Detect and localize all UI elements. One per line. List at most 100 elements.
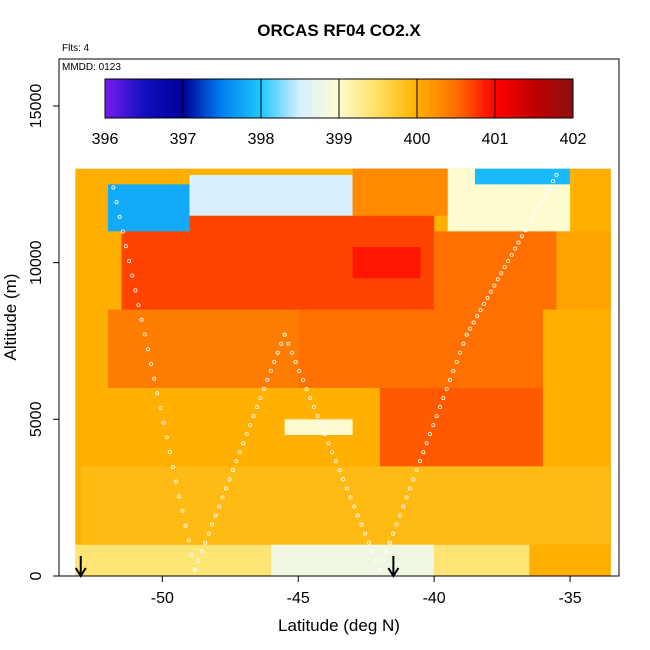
track-point	[344, 486, 349, 491]
track-point	[139, 317, 144, 322]
heatmap-cell	[434, 544, 530, 576]
track-point	[461, 341, 466, 346]
track-point	[251, 414, 256, 419]
track-point	[152, 376, 157, 381]
y-tick-label: 10000	[28, 240, 45, 285]
down-arrow-icon	[387, 556, 400, 578]
track-point	[434, 414, 439, 419]
x-tick-label: -45	[287, 590, 310, 607]
colorbar-tick-label: 399	[326, 131, 353, 148]
track-point	[387, 540, 392, 545]
colorbar-tick-label: 401	[482, 131, 509, 148]
track-point	[142, 332, 147, 337]
track-point	[448, 377, 453, 382]
track-point	[374, 558, 379, 563]
colorbar-tick-label: 400	[404, 131, 431, 148]
track-point	[258, 396, 263, 401]
track-point	[315, 414, 320, 419]
heatmap-cell	[474, 168, 571, 185]
track-point	[359, 522, 364, 527]
track-point	[297, 368, 302, 373]
track-point	[482, 302, 487, 307]
track-point	[533, 209, 538, 214]
track-point	[319, 423, 324, 428]
track-point	[516, 240, 521, 245]
arrow-head	[74, 567, 87, 578]
track-point	[114, 200, 119, 205]
track-point	[495, 277, 500, 282]
track-point	[183, 523, 188, 528]
track-point	[133, 288, 138, 293]
track-point	[248, 423, 253, 428]
track-point	[506, 258, 511, 263]
y-tick-label: 15000	[28, 84, 45, 129]
track-point	[237, 450, 242, 455]
track-point	[167, 450, 172, 455]
track-point	[499, 271, 504, 276]
track-point	[485, 295, 490, 300]
track-point	[213, 513, 218, 518]
track-point	[451, 368, 456, 373]
track-point	[272, 359, 277, 364]
track-point	[261, 386, 266, 391]
y-axis: 0 5000 10000 15000	[28, 84, 59, 580]
track-point	[530, 215, 535, 220]
track-point	[348, 495, 353, 500]
flight-track-layer	[111, 172, 559, 572]
track-point	[117, 214, 122, 219]
track-point	[189, 553, 194, 558]
colorbar-tick-label: 397	[170, 131, 197, 148]
marker-layer	[74, 556, 400, 578]
track-point	[111, 185, 116, 190]
track-point	[397, 513, 402, 518]
track-point	[199, 549, 204, 554]
heatmap-cell	[352, 247, 421, 279]
heatmap-cell	[352, 168, 448, 216]
x-tick-label: -35	[559, 590, 582, 607]
track-point	[293, 359, 298, 364]
chart-title: ORCAS RF04 CO2.X	[257, 21, 421, 40]
track-point	[241, 441, 246, 446]
track-point	[149, 361, 154, 366]
track-point	[471, 320, 476, 325]
track-point	[352, 504, 357, 509]
track-point	[161, 420, 166, 425]
track-point	[300, 377, 305, 382]
track-point	[210, 522, 215, 527]
track-point	[431, 423, 436, 428]
track-point	[230, 468, 235, 473]
track-point	[394, 522, 399, 527]
track-point	[227, 477, 232, 482]
y-tick-label: 0	[28, 571, 45, 580]
track-point	[519, 234, 524, 239]
y-tick-label: 5000	[28, 401, 45, 437]
track-point	[130, 273, 135, 278]
track-point	[554, 172, 559, 177]
flights-note: Flts: 4	[62, 43, 90, 54]
track-point	[123, 244, 128, 249]
track-point	[366, 540, 371, 545]
track-point	[468, 326, 473, 331]
track-point	[268, 368, 273, 373]
track-point	[424, 441, 429, 446]
track-point	[475, 314, 480, 319]
track-point	[223, 486, 228, 491]
track-point	[544, 191, 549, 196]
heatmap-cell	[80, 466, 611, 545]
x-axis: -50 -45 -40 -35	[151, 576, 582, 607]
track-point	[265, 377, 270, 382]
track-point	[377, 567, 382, 572]
y-axis-label: Altitude (m)	[1, 274, 20, 361]
track-point	[244, 432, 249, 437]
x-tick-label: -50	[151, 590, 174, 607]
track-point	[401, 504, 406, 509]
x-axis-label: Latitude (deg N)	[278, 616, 400, 635]
track-point	[275, 350, 280, 355]
track-point	[220, 495, 225, 500]
track-point	[363, 531, 368, 536]
down-arrow-icon	[74, 556, 87, 578]
track-point	[217, 504, 222, 509]
colorbar-tick-label: 398	[248, 131, 275, 148]
track-point	[155, 391, 160, 396]
